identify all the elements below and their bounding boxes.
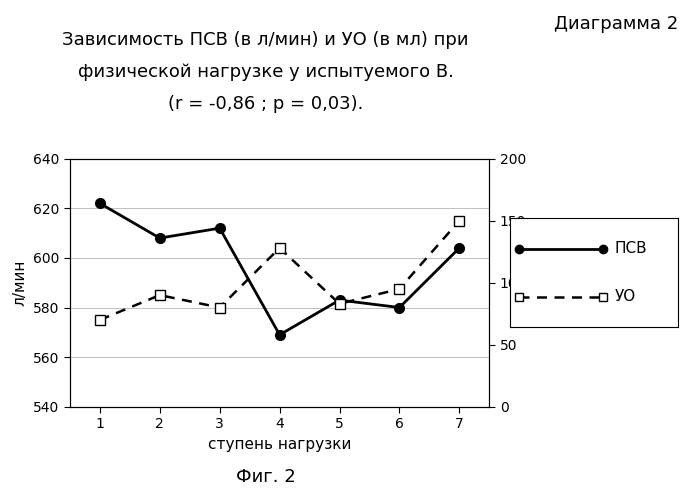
Line: ПСВ: ПСВ xyxy=(95,198,464,340)
ПСВ xyxy=(455,245,463,251)
Text: (r = -0,86 ; p = 0,03).: (r = -0,86 ; p = 0,03). xyxy=(168,95,363,113)
ПСВ xyxy=(215,225,224,231)
УО xyxy=(395,286,403,292)
ПСВ xyxy=(275,332,284,338)
Y-axis label: мл: мл xyxy=(532,272,547,294)
X-axis label: ступень нагрузки: ступень нагрузки xyxy=(208,436,352,452)
УО xyxy=(336,301,344,307)
УО xyxy=(96,317,104,323)
Text: УО: УО xyxy=(614,289,635,305)
ПСВ xyxy=(156,235,164,241)
Text: физической нагрузке у испытуемого В.: физической нагрузке у испытуемого В. xyxy=(78,63,454,81)
ПСВ xyxy=(96,200,104,206)
Text: ПСВ: ПСВ xyxy=(614,241,647,256)
УО xyxy=(455,218,463,224)
УО xyxy=(156,292,164,298)
Text: Зависимость ПСВ (в л/мин) и УО (в мл) при: Зависимость ПСВ (в л/мин) и УО (в мл) пр… xyxy=(62,31,469,49)
Text: Диаграмма 2: Диаграмма 2 xyxy=(554,15,678,33)
Line: УО: УО xyxy=(95,216,464,325)
ПСВ xyxy=(395,305,403,310)
ПСВ xyxy=(336,297,344,303)
УО xyxy=(215,305,224,310)
Text: Фиг. 2: Фиг. 2 xyxy=(236,468,296,486)
Y-axis label: л/мин: л/мин xyxy=(13,259,27,306)
УО xyxy=(275,245,284,251)
